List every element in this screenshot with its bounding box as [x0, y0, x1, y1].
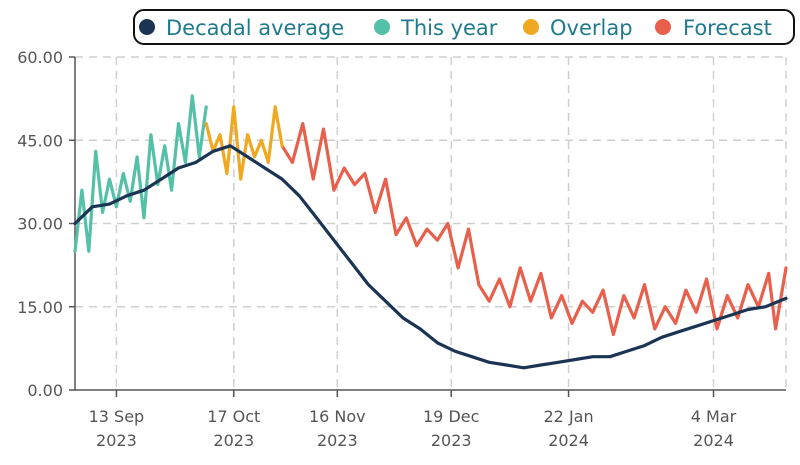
series-line-decadal-average [73, 144, 788, 370]
y-tick-label: 60.00 [17, 48, 63, 67]
series-layer [73, 94, 788, 370]
x-tick-label: 22 Jan [544, 407, 594, 426]
legend-marker-forecast [655, 19, 671, 35]
legend-marker-decadal-average [139, 19, 155, 35]
legend-label-forecast: Forecast [683, 16, 772, 40]
y-tick-label: 0.00 [27, 381, 63, 400]
axes: 0.00 15.00 30.00 45.00 60.00 13 Sep 2023 17 Oct… [17, 48, 786, 450]
x-tick-label-year: 2023 [431, 431, 472, 450]
legend-marker-this-year [374, 19, 390, 35]
series-line-this-year [73, 94, 208, 253]
x-tick-label: 4 Mar [691, 407, 737, 426]
x-tick-label-year: 2023 [96, 431, 137, 450]
y-tick-label: 45.00 [17, 131, 63, 150]
y-tick-label: 30.00 [17, 215, 63, 234]
x-tick-label-year: 2023 [317, 431, 358, 450]
legend-label-overlap: Overlap [550, 16, 633, 40]
x-tick-label-year: 2024 [548, 431, 589, 450]
x-tick-label: 17 Oct [207, 407, 260, 426]
x-tick-label: 16 Nov [309, 407, 366, 426]
legend-box [133, 9, 795, 45]
x-tick-label-year: 2023 [213, 431, 254, 450]
x-tick-label-year: 2024 [693, 431, 734, 450]
legend-marker-overlap [523, 19, 539, 35]
series-line-forecast [280, 122, 788, 337]
y-tick-label: 15.00 [17, 298, 63, 317]
legend: Decadal average This year Overlap Forecast [133, 9, 795, 45]
x-tick-label: 13 Sep [89, 407, 145, 426]
grid [75, 56, 787, 390]
x-tick-label: 19 Dec [423, 407, 479, 426]
legend-label-this-year: This year [400, 16, 498, 40]
legend-label-decadal-average: Decadal average [166, 16, 344, 40]
series-line-overlap [204, 105, 284, 181]
